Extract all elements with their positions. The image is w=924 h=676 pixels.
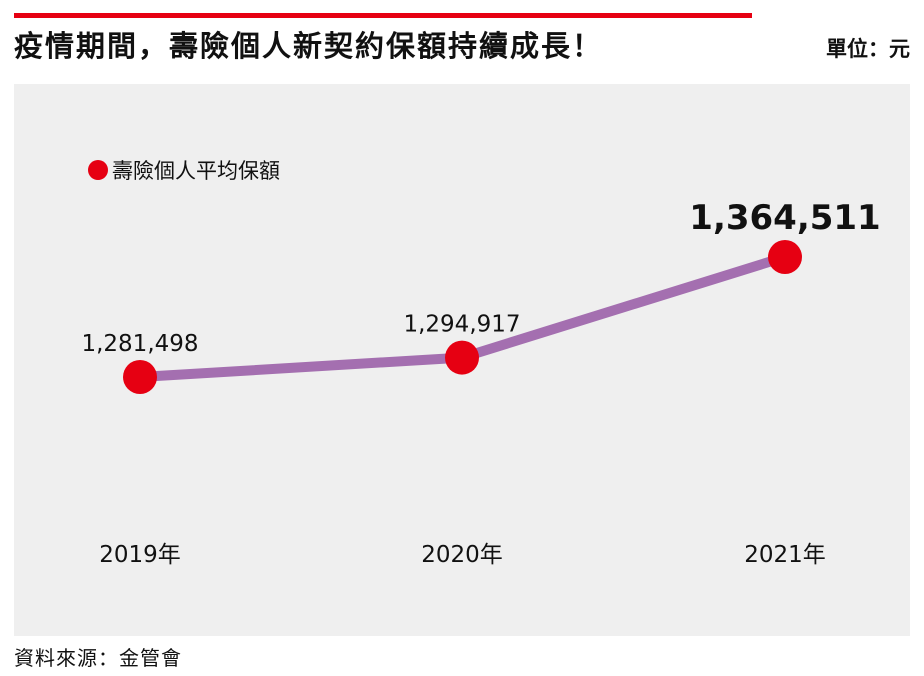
data-point-1 (123, 360, 157, 394)
source-note: 資料來源：金管會 (14, 646, 182, 670)
data-point-3 (768, 240, 802, 274)
chart-legend: 壽險個人平均保額 (88, 155, 280, 185)
chart-title: 疫情期間，壽險個人新契約保額持續成長！ (14, 29, 604, 63)
x-tick-label-3: 2021年 (744, 542, 826, 568)
x-tick-label-2: 2020年 (421, 542, 503, 568)
data-label-2: 1,294,917 (403, 312, 520, 338)
legend-label: 壽險個人平均保額 (112, 159, 280, 183)
data-point-2 (445, 340, 479, 375)
x-tick-label-1: 2019年 (99, 542, 181, 568)
data-label-1: 1,281,498 (81, 331, 198, 357)
unit-label: 單位：元 (826, 37, 910, 61)
data-label-3: 1,364,511 (689, 198, 880, 238)
title-accent-bar (14, 13, 752, 18)
legend-marker-icon (88, 160, 108, 180)
